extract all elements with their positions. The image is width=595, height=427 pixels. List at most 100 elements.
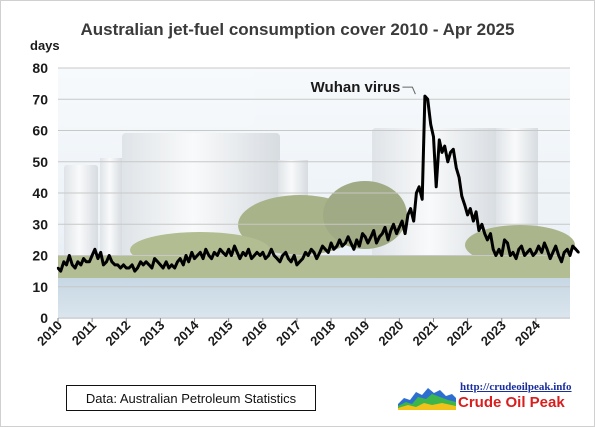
data-point [187, 260, 190, 263]
data-point [306, 254, 310, 257]
data-point [577, 251, 580, 254]
data-point [438, 138, 441, 142]
data-point [474, 210, 478, 213]
data-point [236, 251, 239, 254]
data-point [250, 257, 253, 260]
data-point [560, 260, 563, 263]
data-point [540, 251, 543, 254]
data-point [332, 248, 335, 251]
data-point [182, 263, 185, 267]
data-point [267, 254, 270, 257]
data-point [398, 226, 401, 229]
data-point [227, 248, 230, 251]
data-point [315, 257, 318, 260]
data-point [426, 98, 429, 101]
data-point [241, 251, 245, 254]
y-tick-label: 0 [40, 310, 48, 326]
x-tick-label: 2012 [102, 318, 133, 349]
x-tick-label: 2024 [512, 317, 544, 349]
data-point [372, 229, 375, 232]
data-point [429, 123, 432, 126]
logo-url[interactable]: http://crudeoilpeak.info [460, 381, 572, 393]
data-point [463, 204, 467, 207]
annotation-leader [402, 86, 416, 95]
data-point [509, 254, 512, 257]
y-tick-label: 20 [32, 248, 48, 264]
data-point [284, 251, 287, 254]
data-point [375, 241, 378, 245]
data-point [440, 151, 444, 154]
x-tick-label: 2022 [444, 318, 475, 349]
data-point [523, 254, 526, 257]
data-point [247, 248, 250, 251]
x-tick-label: 2016 [239, 318, 270, 349]
data-point [156, 260, 159, 263]
data-point [327, 251, 330, 254]
data-point [386, 238, 390, 242]
data-points [56, 94, 580, 273]
data-point [65, 263, 68, 267]
data-point [224, 254, 228, 257]
data-point [59, 269, 62, 273]
data-point [520, 244, 523, 248]
data-point [221, 251, 225, 254]
data-point [196, 254, 199, 257]
data-point [127, 266, 131, 270]
data-point [144, 260, 148, 263]
data-point [167, 266, 171, 270]
data-point [549, 257, 552, 260]
logo-graphic [398, 388, 456, 410]
data-point [190, 251, 194, 254]
data-point [113, 263, 117, 267]
data-point [406, 213, 410, 217]
data-point [207, 254, 211, 257]
data-point [543, 241, 546, 245]
y-tick-label: 60 [32, 123, 48, 139]
data-point [159, 263, 162, 267]
data-point [213, 251, 216, 254]
data-point [497, 248, 501, 251]
data-point [457, 176, 461, 179]
data-point [318, 251, 322, 254]
x-tick-label: 2019 [341, 318, 372, 349]
y-axis-label: days [30, 38, 60, 53]
data-point [178, 257, 182, 260]
data-point [469, 207, 472, 210]
x-tick-label: 2013 [136, 318, 167, 349]
data-point [361, 232, 364, 235]
data-point [472, 219, 475, 223]
data-point [494, 254, 498, 257]
data-point [88, 260, 91, 263]
data-point [293, 254, 296, 257]
data-point [392, 223, 395, 226]
data-point [258, 254, 262, 257]
data-point [312, 251, 316, 254]
y-tick-label: 50 [32, 154, 48, 170]
data-point [201, 257, 205, 260]
data-point [341, 244, 344, 248]
data-point [287, 257, 290, 260]
data-point [85, 260, 88, 263]
data-point [216, 254, 219, 257]
data-point [275, 257, 279, 260]
data-point [295, 263, 299, 267]
data-point [455, 166, 458, 170]
x-tick-label: 2015 [205, 318, 236, 349]
data-point [90, 254, 94, 257]
data-point [403, 232, 407, 235]
data-point [466, 213, 469, 217]
data-point [537, 244, 540, 248]
data-point [68, 254, 71, 257]
data-point [417, 185, 421, 188]
data-point [531, 254, 535, 257]
y-tick-label: 70 [32, 91, 48, 107]
data-point [329, 241, 333, 245]
data-point [110, 260, 114, 263]
data-point [460, 194, 463, 198]
data-point [150, 266, 154, 270]
data-point [136, 266, 139, 270]
x-tick-label: 2020 [375, 318, 406, 349]
y-tick-label: 80 [32, 60, 48, 76]
data-point [310, 248, 313, 251]
data-point [272, 254, 276, 257]
